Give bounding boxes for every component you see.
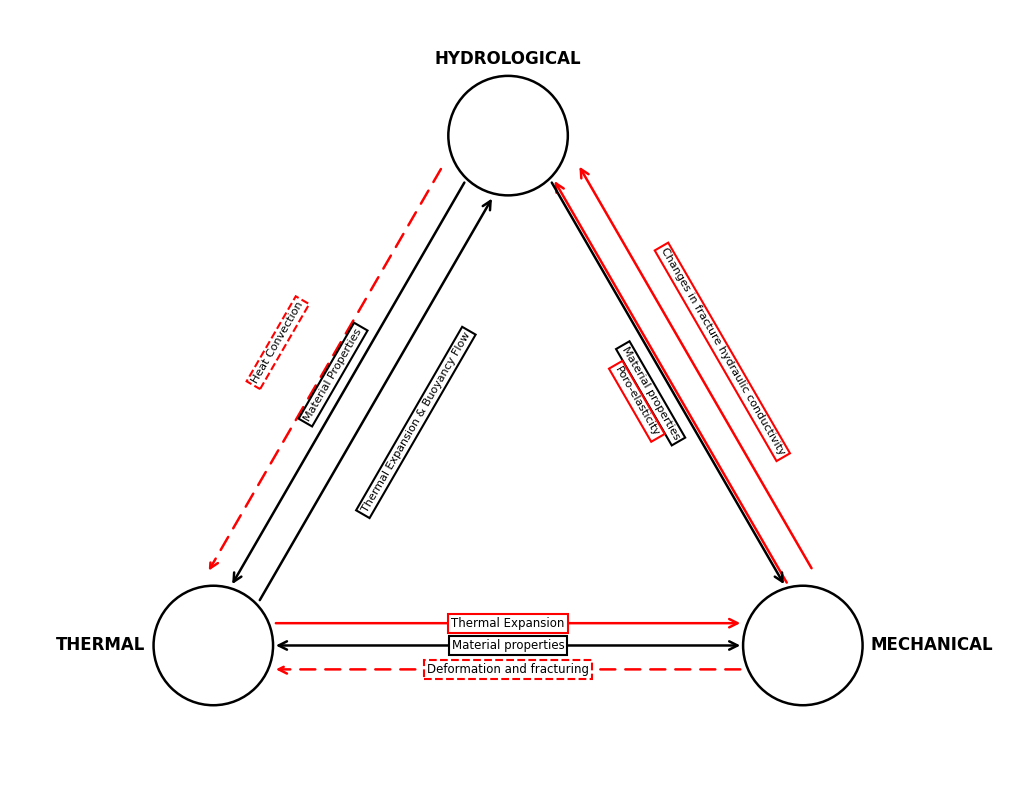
Text: Thermal Expansion: Thermal Expansion	[452, 617, 565, 630]
Circle shape	[449, 76, 568, 196]
Text: MECHANICAL: MECHANICAL	[870, 637, 993, 654]
Text: Material properties: Material properties	[620, 345, 681, 442]
Text: Material properties: Material properties	[452, 639, 564, 652]
Text: Material Properties: Material Properties	[302, 327, 364, 423]
Text: THERMAL: THERMAL	[56, 637, 145, 654]
Text: HYDROLOGICAL: HYDROLOGICAL	[435, 50, 582, 68]
Circle shape	[154, 586, 273, 705]
Circle shape	[743, 586, 862, 705]
Text: Changes in fracture hydraulic conductivity: Changes in fracture hydraulic conductivi…	[658, 246, 786, 457]
Text: Heat Convection: Heat Convection	[251, 300, 305, 386]
Text: Deformation and fracturing: Deformation and fracturing	[427, 663, 589, 676]
Text: Poro-elasticity: Poro-elasticity	[612, 365, 660, 438]
Text: Thermal Expansion & Buoyancy Flow: Thermal Expansion & Buoyancy Flow	[359, 331, 472, 514]
